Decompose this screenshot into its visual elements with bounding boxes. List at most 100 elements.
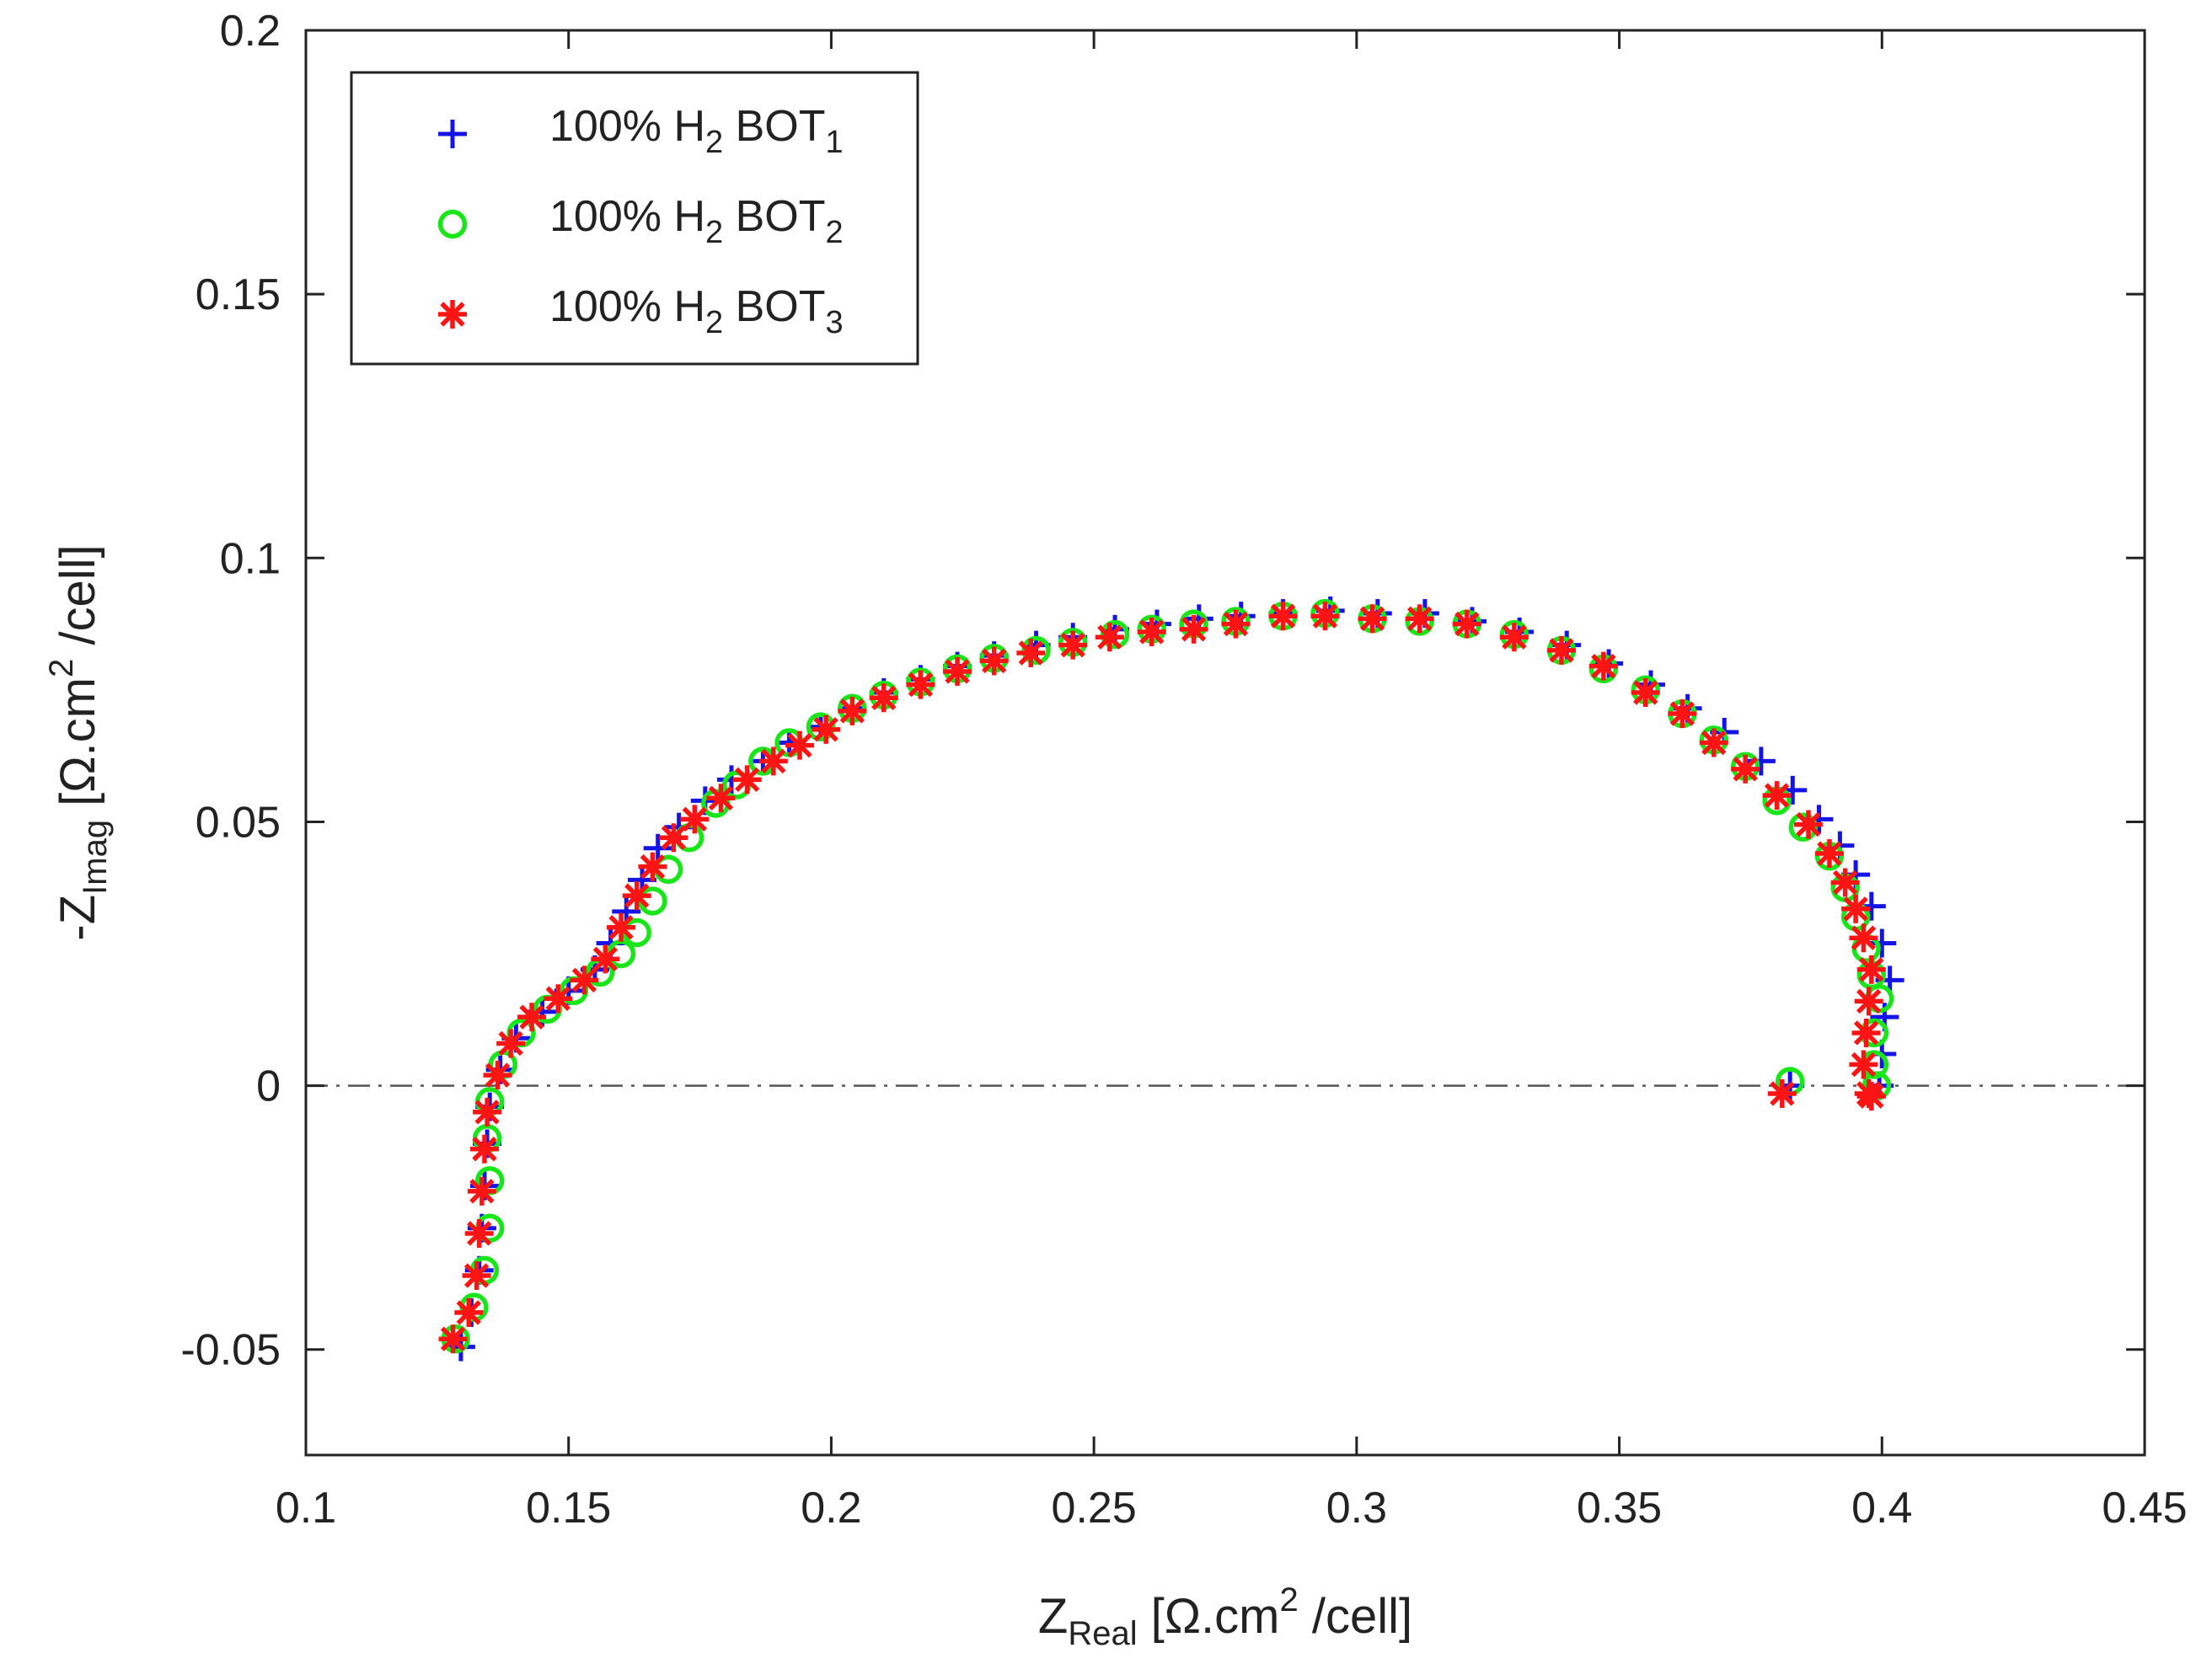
y-tick-label: 0.05 <box>196 798 281 847</box>
data-point-asterisk <box>1668 699 1697 729</box>
legend-label-bot1: 100% H2 BOT1 <box>549 102 844 160</box>
data-point-asterisk <box>1699 728 1728 757</box>
data-point-asterisk <box>1631 678 1660 708</box>
plot-frame <box>304 29 2146 1457</box>
data-point-asterisk <box>1546 635 1576 665</box>
data-point-asterisk <box>732 765 762 795</box>
y-tick-label: 0 <box>256 1062 281 1111</box>
y-tick-label: 0.2 <box>220 7 281 56</box>
x-title-unit-post: /cell] <box>1299 1589 1412 1644</box>
data-point-asterisk <box>1095 623 1124 652</box>
data-point-asterisk <box>1794 810 1824 839</box>
x-tick-label: 0.25 <box>1052 1484 1137 1533</box>
legend-marker-plus <box>438 120 467 148</box>
y-title-unit-post: /cell] <box>51 544 105 658</box>
x-tick-label: 0.4 <box>1851 1484 1912 1533</box>
data-point-asterisk <box>1058 630 1088 660</box>
y-axis-title: -ZImag [Ω.cm2 /cell] <box>43 544 114 940</box>
data-point-asterisk <box>1849 923 1878 953</box>
legend-marker-shape <box>437 209 468 239</box>
data-point-asterisk <box>1767 1078 1797 1108</box>
x-title-unit: [Ω.cm <box>1151 1589 1280 1644</box>
data-point-asterisk <box>706 784 736 813</box>
data-point-asterisk <box>1452 609 1481 639</box>
data-point-asterisk <box>1762 781 1792 811</box>
data-point-asterisk <box>812 714 841 744</box>
data-point-asterisk <box>517 1003 547 1032</box>
y-title-unit-sup: 2 <box>43 659 80 677</box>
data-point-asterisk <box>462 1261 491 1291</box>
axes-layer: 0.1 0.15 0.2 0.25 0.3 0.35 0.4 0.45 -0.05 0 0.05 0.… <box>180 7 2187 1533</box>
data-point-circle <box>1100 619 1130 650</box>
data-point-asterisk <box>906 670 935 699</box>
y-title-unit: [Ω.cm <box>51 677 105 806</box>
legend-entry-bot1: 100% H2 BOT1 <box>438 102 844 160</box>
data-point-asterisk <box>438 1324 468 1354</box>
x-tick-label: 0.45 <box>2102 1484 2187 1533</box>
data-point-asterisk <box>622 881 651 911</box>
data-point-asterisk <box>1830 868 1860 897</box>
legend-label-bot2: 100% H2 BOT2 <box>549 192 844 250</box>
x-tick-label: 0.15 <box>526 1484 611 1533</box>
data-point-asterisk <box>659 823 688 853</box>
data-point-circle <box>1788 812 1818 842</box>
legend-marker-circle <box>437 209 468 239</box>
data-point-asterisk <box>483 1061 512 1090</box>
data-point-asterisk <box>1851 1018 1881 1047</box>
data-point-asterisk <box>869 683 898 713</box>
x-title-main: Z <box>1038 1589 1068 1644</box>
data-point-asterisk <box>1310 602 1340 631</box>
data-point-asterisk <box>1221 609 1251 639</box>
data-point-asterisk <box>979 646 1009 676</box>
legend-entry-bot2: 100% H2 BOT2 <box>437 192 844 250</box>
data-point-circle <box>806 712 836 741</box>
y-tick-label: 0.15 <box>196 270 281 319</box>
x-tick-label: 0.1 <box>276 1484 336 1533</box>
data-point-asterisk <box>570 966 599 995</box>
series-asterisk <box>438 602 1886 1354</box>
y-title-sub: Imag <box>77 820 114 895</box>
data-point-plus <box>643 833 672 863</box>
legend-entry-bot3: 100% H2 BOT3 <box>438 282 844 340</box>
data-point-asterisk <box>1854 987 1883 1016</box>
data-point-asterisk <box>1856 955 1886 984</box>
data-point-asterisk <box>1268 602 1298 631</box>
data-point-circle <box>1021 635 1051 666</box>
legend-marker-asterisk <box>438 300 467 329</box>
data-point-asterisk <box>680 805 710 834</box>
data-point-asterisk <box>544 984 573 1014</box>
data-point-asterisk <box>473 1097 502 1126</box>
data-point-asterisk <box>454 1297 484 1327</box>
legend: 100% H2 BOT1 100% H2 BOT2 100% H2 BOT3 <box>350 71 919 366</box>
x-title-sub: Real <box>1068 1615 1137 1652</box>
data-point-asterisk <box>464 1218 494 1248</box>
legend-label-bot3: 100% H2 BOT3 <box>549 282 844 340</box>
data-point-asterisk <box>591 944 620 974</box>
data-point-asterisk <box>1016 639 1046 668</box>
x-tick-label: 0.3 <box>1326 1484 1387 1533</box>
data-point-asterisk <box>943 656 972 686</box>
data-point-asterisk <box>467 1176 496 1206</box>
y-tick-label: 0.1 <box>220 534 281 583</box>
data-point-asterisk <box>1849 1050 1878 1079</box>
data-point-asterisk <box>1814 839 1844 869</box>
y-tick-label: -0.05 <box>180 1326 281 1375</box>
legend-marker-shape <box>438 300 467 329</box>
y-title-main: -Z <box>51 895 105 941</box>
plot-layer <box>306 596 2145 1362</box>
data-point-asterisk <box>1499 623 1529 652</box>
data-point-asterisk <box>1405 604 1434 634</box>
data-point-asterisk <box>496 1029 526 1058</box>
data-point-asterisk <box>838 696 867 725</box>
x-title-unit-sup: 2 <box>1279 1581 1298 1618</box>
data-point-asterisk <box>1179 614 1208 644</box>
data-point-asterisk <box>1137 617 1166 646</box>
data-point-asterisk <box>1588 651 1618 681</box>
data-point-plus <box>1867 928 1897 958</box>
data-point-asterisk <box>469 1134 499 1164</box>
data-point-asterisk <box>758 746 788 776</box>
data-point-asterisk <box>638 852 667 881</box>
data-point-asterisk <box>607 912 636 942</box>
data-point-asterisk <box>1841 894 1871 923</box>
